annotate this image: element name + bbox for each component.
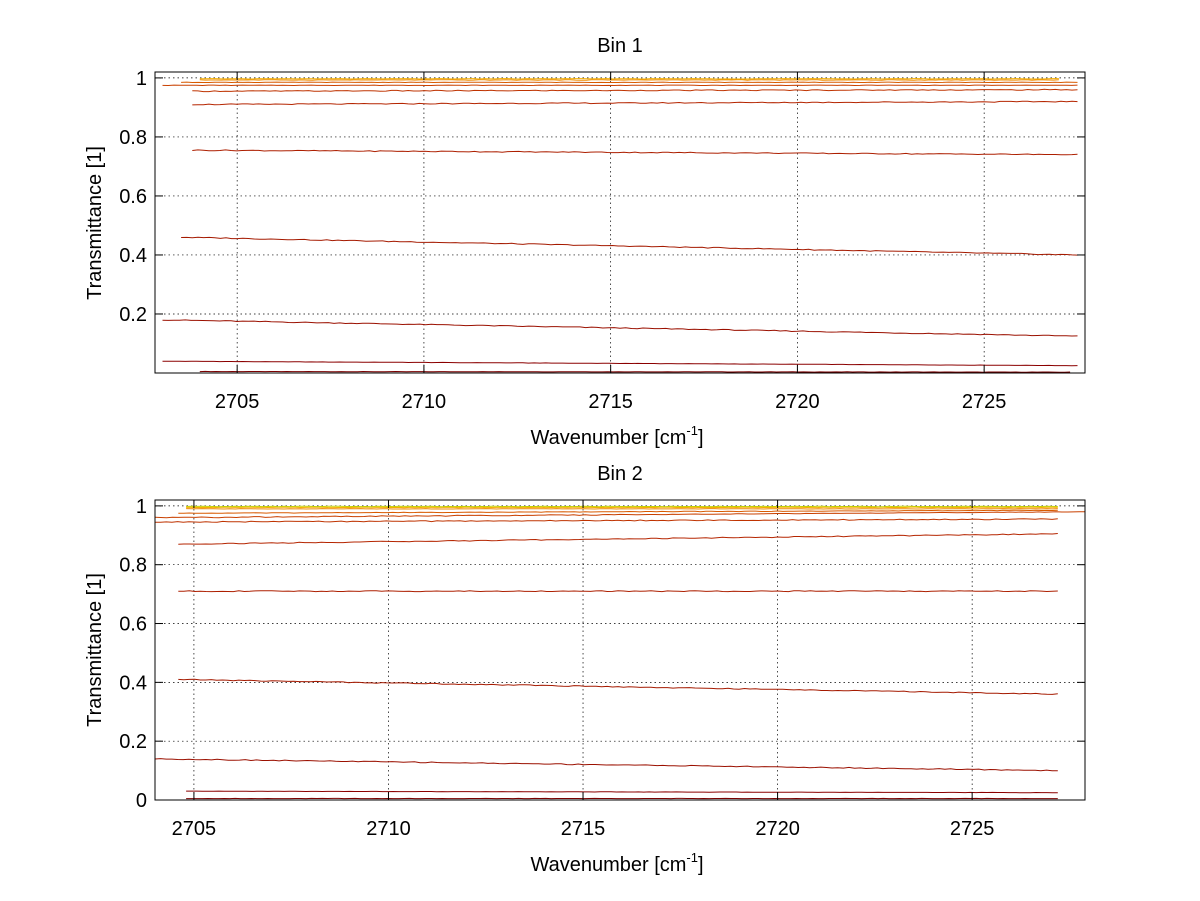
series-line [199, 79, 1059, 81]
x-axis-label-main: Wavenumber [cm [530, 854, 686, 876]
series-line [178, 590, 1058, 593]
series-line [181, 236, 1078, 256]
x-axis-label-superscript: -1 [686, 423, 698, 438]
series-line [186, 506, 1058, 509]
x-axis-label-main: Wavenumber [cm [530, 427, 686, 449]
series-line [154, 758, 1058, 772]
x-tick-label: 2710 [366, 818, 411, 840]
y-tick-label: 1 [136, 496, 147, 518]
y-axis-label: Transmittance [1] [84, 146, 106, 300]
series-line [162, 360, 1078, 367]
gridlines [155, 72, 1085, 373]
x-tick-label: 2720 [775, 391, 820, 413]
plot-area-frame [154, 499, 1086, 801]
chart-panel-bin-2: Bin 2 2705 2710 2715 2720 2725 0 0.2 0.4 0.6 0.8 1… [84, 463, 1086, 876]
y-axis-label: Transmittance [1] [84, 573, 106, 727]
series-line [178, 678, 1058, 695]
y-tick-label: 0.2 [119, 304, 147, 326]
chart-title: Bin 1 [597, 35, 643, 57]
y-tick-label: 0.6 [119, 186, 147, 208]
series-line [186, 790, 1058, 794]
series-line [192, 100, 1078, 106]
x-tick-label: 2715 [561, 818, 606, 840]
y-tick-label: 0.8 [119, 127, 147, 149]
y-tick-label: 1 [136, 68, 147, 90]
x-axis-label: Wavenumber [cm-1] [530, 423, 703, 449]
x-tick-label: 2715 [588, 391, 633, 413]
series-line [192, 88, 1078, 93]
series-line [199, 370, 1071, 373]
series-line [178, 509, 1058, 514]
y-tick-label: 0.8 [119, 555, 147, 577]
axis-ticks: 2705 2710 2715 2720 2725 0 0.2 0.4 0.6 0.8 1 [119, 496, 1085, 840]
x-axis-label-end: ] [698, 427, 704, 449]
series-line [178, 533, 1058, 545]
x-axis-label: Wavenumber [cm-1] [530, 850, 703, 876]
series-group [162, 78, 1078, 373]
chart-title: Bin 2 [597, 463, 643, 485]
axis-ticks: 2705 2710 2715 2720 2725 0.2 0.4 0.6 0.8 1 [119, 68, 1085, 413]
x-axis-label-end: ] [698, 854, 704, 876]
x-tick-label: 2705 [172, 818, 217, 840]
x-tick-label: 2705 [215, 391, 260, 413]
x-tick-label: 2710 [402, 391, 447, 413]
series-line [162, 319, 1078, 337]
x-axis-label-superscript: -1 [686, 850, 698, 865]
y-tick-label: 0.6 [119, 614, 147, 636]
x-tick-label: 2725 [950, 818, 995, 840]
series-group [154, 505, 1085, 800]
y-tick-label: 0.2 [119, 731, 147, 753]
y-tick-label: 0.4 [119, 672, 147, 694]
plot-area-frame [154, 71, 1086, 374]
series-line [154, 511, 1085, 519]
x-tick-label: 2720 [755, 818, 800, 840]
y-tick-label: 0.4 [119, 245, 147, 267]
series-line [192, 149, 1078, 156]
y-tick-label: 0 [136, 790, 147, 812]
series-line [155, 518, 1058, 523]
x-tick-label: 2725 [962, 391, 1007, 413]
chart-panel-bin-1: Bin 1 2705 2710 2715 2720 27250.20.40.60.81 … [84, 35, 1086, 449]
